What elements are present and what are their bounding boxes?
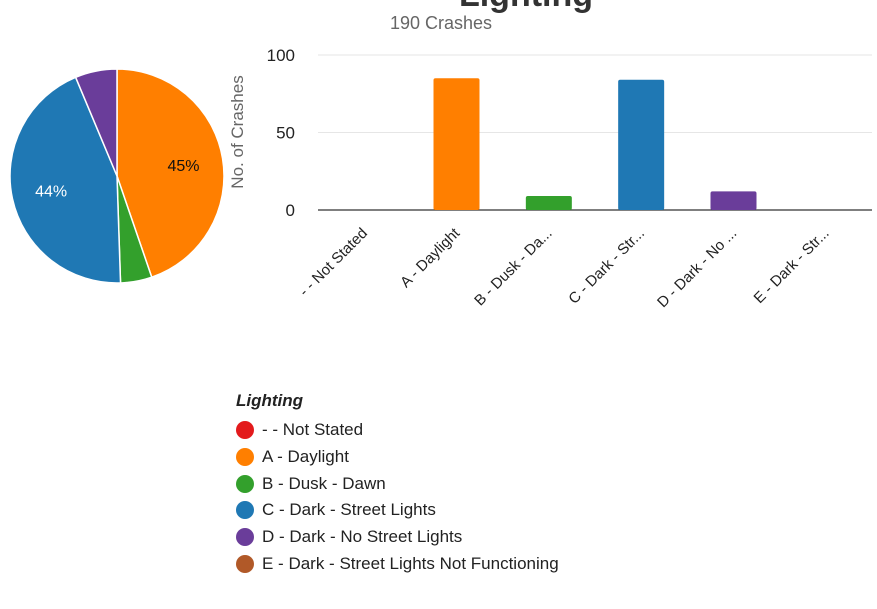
legend-item[interactable]: - - Not Stated <box>236 417 559 444</box>
legend-label: E - Dark - Street Lights Not Functioning <box>262 553 559 573</box>
chart-subtitle: 190 Crashes <box>390 13 492 33</box>
bar[interactable] <box>525 196 572 210</box>
x-tick-label: - - Not Stated <box>296 225 371 300</box>
legend-label: C - Dark - Street Lights <box>262 500 436 520</box>
x-tick-label: B - Dusk - Da... <box>471 225 556 310</box>
pie-slice-label: 44% <box>35 183 67 200</box>
legend-item[interactable]: D - Dark - No Street Lights <box>236 524 559 551</box>
legend-item[interactable]: E - Dark - Street Lights Not Functioning <box>236 550 559 577</box>
pie-slice[interactable] <box>116 68 225 279</box>
legend-label: - - Not Stated <box>262 420 364 440</box>
legend: Lighting - - Not Stated A - Daylight B - D… <box>236 391 559 577</box>
legend-item[interactable]: C - Dark - Street Lights <box>236 497 559 524</box>
y-tick-label: 0 <box>286 201 295 220</box>
legend-swatch <box>236 421 254 440</box>
bar[interactable] <box>710 191 757 210</box>
y-axis-label: No. of Crashes <box>228 75 247 188</box>
pie-chart: 45% 44% <box>9 68 225 284</box>
pie-slice[interactable] <box>9 76 122 284</box>
legend-items: - - Not Stated A - Daylight B - Dusk - Daw… <box>236 417 559 577</box>
legend-label: D - Dark - No Street Lights <box>262 527 463 547</box>
bar-chart: Lighting 190 Crashes No. of Crashes 0 50 1… <box>228 0 872 311</box>
legend-title: Lighting <box>236 391 304 410</box>
y-tick-label: 50 <box>276 124 295 143</box>
legend-swatch <box>236 474 254 493</box>
legend-label: B - Dusk - Dawn <box>262 473 386 493</box>
legend-swatch <box>236 448 254 467</box>
legend-label: A - Daylight <box>262 447 349 467</box>
pie-slice-label: 45% <box>167 158 199 175</box>
x-tick-label: E - Dark - Str... <box>751 225 833 307</box>
chart-title: Lighting <box>459 0 593 14</box>
legend-swatch <box>236 528 254 547</box>
pie-slice[interactable] <box>74 68 118 177</box>
legend-item[interactable]: B - Dusk - Dawn <box>236 470 559 497</box>
y-tick-label: 100 <box>267 46 295 65</box>
x-tick-label: D - Dark - No ... <box>654 225 740 311</box>
bar[interactable] <box>618 79 665 210</box>
legend-swatch <box>236 501 254 520</box>
legend-item[interactable]: A - Daylight <box>236 444 559 471</box>
x-tick-label: C - Dark - Str... <box>565 225 648 308</box>
legend-swatch <box>236 554 254 573</box>
bar[interactable] <box>433 78 480 210</box>
x-tick-label: A - Daylight <box>397 224 464 291</box>
